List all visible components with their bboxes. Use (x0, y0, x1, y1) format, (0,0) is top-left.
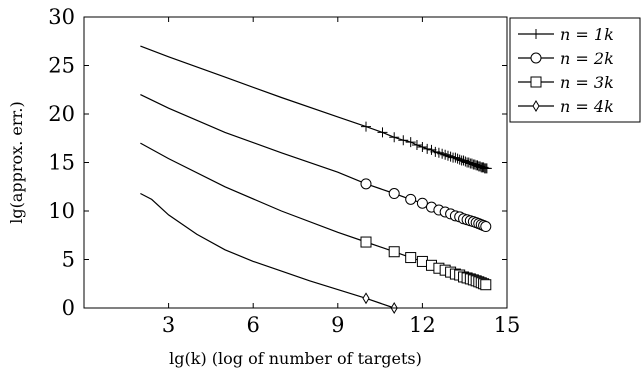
y-tick-label: 25 (48, 54, 75, 78)
y-tick-label: 5 (62, 248, 75, 272)
data-point (443, 151, 453, 161)
series-n-4k (140, 194, 397, 314)
legend-label: n = 4k (560, 97, 614, 116)
data-point (363, 293, 369, 303)
legend-label: n = 3k (560, 73, 614, 92)
data-point (406, 253, 416, 263)
series-n-2k (140, 95, 490, 232)
axes-layer: 3 6 9 12 15 0 5 10 15 20 25 30 (48, 5, 520, 337)
y-tick-label: 15 (48, 151, 75, 175)
data-point (406, 137, 416, 147)
data-point (389, 189, 399, 199)
data-point (361, 179, 371, 189)
x-tick-label: 3 (162, 313, 175, 337)
legend-label: n = 2k (560, 49, 614, 68)
data-point (361, 237, 371, 247)
data-point (450, 153, 460, 163)
data-point (389, 132, 399, 142)
series-layer (140, 46, 491, 313)
data-point (481, 222, 491, 232)
x-tick-label: 6 (247, 313, 260, 337)
legend-marker (531, 77, 541, 87)
data-point (417, 256, 427, 266)
y-tick-label: 30 (48, 5, 75, 29)
legend-marker (531, 53, 541, 63)
data-point (453, 154, 463, 164)
data-point (417, 198, 427, 208)
y-tick-label: 0 (62, 296, 75, 320)
data-point (446, 152, 456, 162)
x-tick-label: 15 (494, 313, 521, 337)
data-point (406, 194, 416, 204)
legend-label: n = 1k (560, 25, 614, 44)
y-tick-label: 10 (48, 199, 75, 223)
data-point (417, 142, 427, 152)
data-point (481, 280, 491, 290)
data-point (412, 140, 422, 150)
data-point (389, 247, 399, 257)
x-tick-label: 12 (409, 313, 436, 337)
y-tick-label: 20 (48, 102, 75, 126)
data-point (398, 135, 408, 145)
series-n-1k (140, 46, 491, 173)
x-axis-title: lg(k) (log of number of targets) (169, 349, 422, 368)
data-point (361, 122, 371, 132)
y-axis-title: lg(approx. err.) (7, 101, 26, 223)
data-point (422, 144, 432, 154)
x-tick-label: 9 (331, 313, 344, 337)
series-line (140, 194, 394, 309)
data-point (470, 159, 480, 169)
legend: n = 1k n = 2k n = 3k n = 4k (510, 18, 640, 122)
data-point (377, 127, 387, 137)
